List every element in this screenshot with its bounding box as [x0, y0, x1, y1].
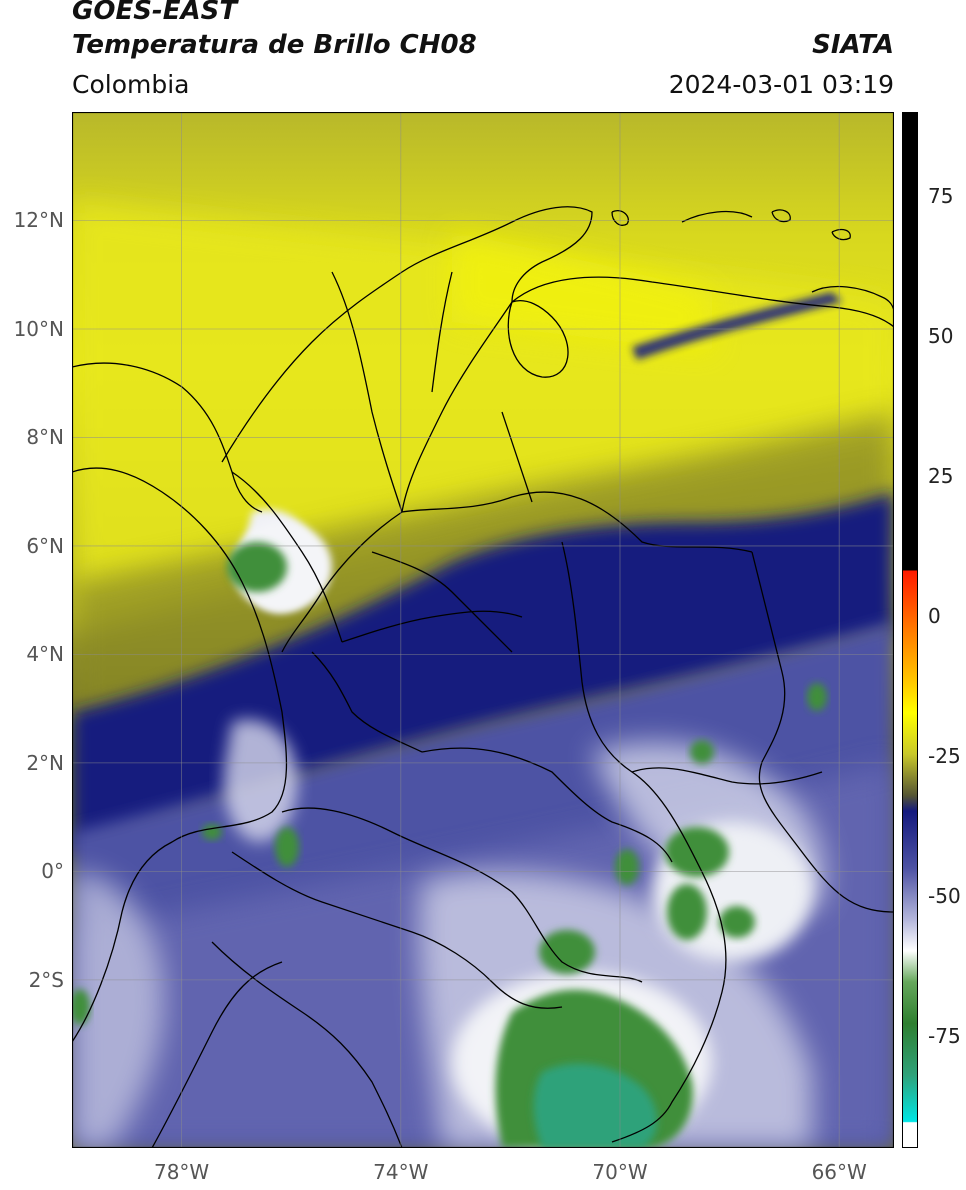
borders — [72, 206, 894, 1148]
colorbar-tick-label: -25 — [928, 744, 961, 768]
colorbar-tick-label: 25 — [928, 464, 954, 488]
colorbar — [902, 112, 918, 1148]
lat-tick-label: 6°N — [26, 533, 64, 558]
lat-tick-label: 2°N — [26, 750, 64, 775]
region-label: Colombia — [72, 70, 190, 99]
lat-tick-label: 10°N — [13, 316, 64, 341]
lon-tick-label: 66°W — [811, 1160, 867, 1184]
lon-tick-label: 70°W — [592, 1160, 648, 1184]
lat-tick-label: 8°N — [26, 425, 64, 450]
datetime-label: 2024-03-01 03:19 — [668, 70, 894, 99]
lat-tick-label: 2°S — [28, 967, 64, 992]
colorbar-tick-label: -50 — [928, 884, 961, 908]
colorbar-tick-label: -75 — [928, 1024, 961, 1048]
brightness-temperature-image — [72, 112, 894, 1148]
graticule — [72, 112, 894, 1148]
lat-tick-label: 0° — [41, 859, 64, 884]
colorbar-tick-label: 0 — [928, 604, 941, 628]
satellite-map — [72, 112, 894, 1148]
lon-tick-label: 78°W — [153, 1160, 210, 1184]
source-label: SIATA — [812, 30, 894, 60]
colorbar-tick-label: 75 — [928, 184, 954, 208]
lat-tick-label: 4°N — [26, 642, 64, 667]
lat-tick-label: 12°N — [13, 208, 64, 233]
product-title: Temperatura de Brillo CH08 — [72, 30, 477, 60]
satellite-title: GOES-EAST — [72, 0, 238, 26]
lon-tick-label: 74°W — [373, 1160, 429, 1184]
colorbar-tick-label: 50 — [928, 324, 954, 348]
